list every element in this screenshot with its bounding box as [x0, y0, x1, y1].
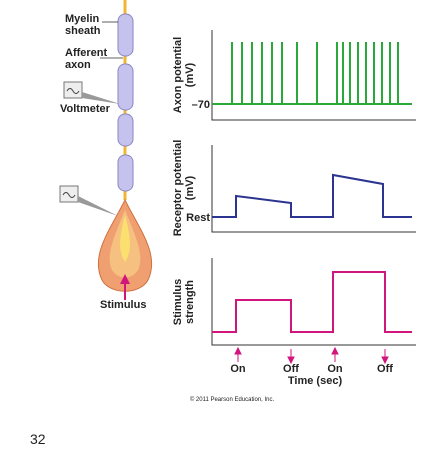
stimulus-trace: [212, 271, 412, 333]
event-arrows: [234, 346, 389, 365]
label: Afferent: [65, 47, 108, 59]
y-label: Stimulus: [172, 279, 184, 325]
level-label: –70: [192, 99, 210, 111]
y-label: strength: [184, 280, 196, 324]
axon-trace: [212, 42, 412, 105]
label: Stimulus: [100, 299, 146, 311]
event-label: Off: [283, 363, 299, 375]
voltmeter-2: [59, 185, 118, 216]
y-label: (mV): [184, 175, 196, 200]
x-label: Time (sec): [288, 375, 343, 387]
stimulus-arrow: [120, 274, 130, 300]
label: axon: [65, 59, 91, 71]
y-label: Receptor potential: [172, 140, 184, 237]
label: Myelin: [65, 13, 100, 25]
axes: [211, 30, 416, 346]
leaders: [100, 21, 123, 59]
label: Voltmeter: [60, 103, 111, 115]
receptor-trace: [212, 173, 412, 218]
voltmeter-1: [63, 81, 120, 104]
myelin-segments: [117, 13, 134, 192]
level-label: Rest: [186, 212, 210, 224]
label: sheath: [65, 25, 101, 37]
page-number: 32: [30, 431, 46, 447]
event-label: Off: [377, 363, 393, 375]
event-label: On: [327, 363, 343, 375]
y-label: Axon potential: [172, 37, 184, 113]
y-label: (mV): [184, 62, 196, 87]
receptor: [97, 198, 153, 292]
event-label: On: [230, 363, 246, 375]
copyright: © 2011 Pearson Education, Inc.: [190, 396, 275, 403]
